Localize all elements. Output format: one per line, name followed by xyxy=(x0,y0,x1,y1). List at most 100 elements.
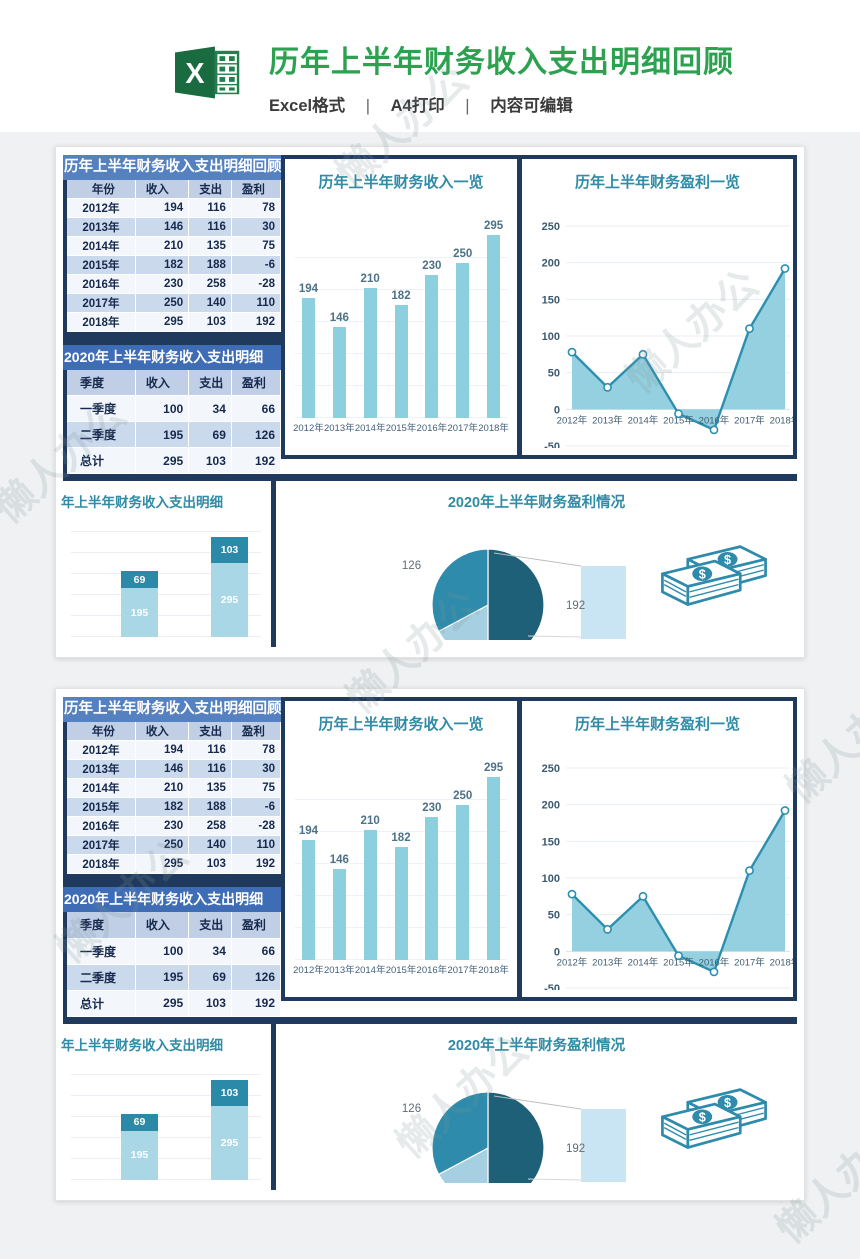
table-row: 2012年 194 116 78 xyxy=(67,198,282,218)
quarterly-finance-table: 季度 收入 支出 盈利 一季度 100 34 66 二季度 195 69 126 总计 295 103 192 xyxy=(67,912,282,1017)
svg-text:$: $ xyxy=(724,1095,731,1109)
table-cell: 146 xyxy=(135,217,190,237)
table-cell: 146 xyxy=(135,759,190,779)
svg-text:250: 250 xyxy=(542,221,560,233)
table-cell: 135 xyxy=(188,778,232,798)
svg-text:$: $ xyxy=(699,567,706,581)
table-cell: 75 xyxy=(231,778,282,798)
table-cell: 182 xyxy=(135,797,190,817)
stacked-bar: 295 103 xyxy=(211,537,248,637)
svg-text:2013年: 2013年 xyxy=(592,956,623,968)
table-cell: 194 xyxy=(135,198,190,218)
table-cell: 69 xyxy=(188,421,232,448)
column-header: 收入 xyxy=(135,369,190,396)
table-cell: 66 xyxy=(231,938,282,965)
table-cell: 258 xyxy=(188,274,232,294)
svg-text:$: $ xyxy=(724,553,731,567)
table2-title: 2020年上半年财务收入支出明细 xyxy=(63,344,281,370)
table-cell: 2017年 xyxy=(67,293,136,313)
stacked-bar-plot: 195 69 295 103 xyxy=(71,515,261,637)
table-cell: 二季度 xyxy=(67,964,136,991)
table-cell: 230 xyxy=(135,274,190,294)
column-header: 盈利 xyxy=(231,722,282,741)
column-header: 年份 xyxy=(67,179,136,199)
profit-pie-chart: 2020年上半年财务盈利情况 192 126 $ xyxy=(276,1024,797,1190)
table-cell: 总计 xyxy=(67,990,136,1017)
svg-text:0: 0 xyxy=(554,946,560,958)
table-row: 2017年 250 140 110 xyxy=(67,835,282,855)
table1-title: 历年上半年财务收入支出明细回顾 xyxy=(63,697,281,722)
bar-plot: 194 2012年 146 2013年 210 2014年 182 2015年 230 2016年… xyxy=(293,219,509,434)
table-cell: 69 xyxy=(188,964,232,991)
table-cell: 250 xyxy=(135,293,190,313)
panel-bottom-section: 年上半年财务收入支出明细 195 69 295 103 2020年上半年财务盈利情况 … xyxy=(61,474,797,647)
money-stack-icon: $ $ xyxy=(657,1082,771,1171)
table-cell: 116 xyxy=(188,198,232,218)
table-cell: 116 xyxy=(188,740,232,760)
svg-text:250: 250 xyxy=(542,763,560,775)
table-cell: 188 xyxy=(188,797,232,817)
table-cell: 2015年 xyxy=(67,255,136,275)
table-row: 二季度 195 69 126 xyxy=(67,421,282,448)
table-cell: 2015年 xyxy=(67,797,136,817)
svg-text:192: 192 xyxy=(566,600,585,612)
table-cell: 二季度 xyxy=(67,421,136,448)
svg-text:126: 126 xyxy=(402,560,421,572)
tables-column: 历年上半年财务收入支出明细回顾 年份 收入 支出 盈利 2012年 194 116 78 201… xyxy=(63,697,282,1017)
table-cell: 126 xyxy=(231,964,282,991)
chart-title: 年上半年财务收入支出明细 xyxy=(61,495,223,510)
tables-column: 历年上半年财务收入支出明细回顾 年份 收入 支出 盈利 2012年 194 116 78 201… xyxy=(63,154,282,474)
table-row: 2016年 230 258 -28 xyxy=(67,274,282,294)
table-row: 2018年 295 103 192 xyxy=(67,312,282,332)
sheet-preview-panel: 历年上半年财务收入支出明细回顾 年份 收入 支出 盈利 2012年 194 116 78 201… xyxy=(55,145,805,658)
svg-text:2016年: 2016年 xyxy=(699,956,730,968)
column-header: 支出 xyxy=(188,369,232,396)
column-header: 收入 xyxy=(135,912,190,939)
table-cell: 103 xyxy=(188,312,232,332)
svg-text:150: 150 xyxy=(542,836,560,848)
table-cell: 230 xyxy=(135,816,190,836)
svg-text:2016年: 2016年 xyxy=(699,414,730,426)
svg-text:150: 150 xyxy=(542,294,560,306)
svg-text:-50: -50 xyxy=(544,983,560,990)
column-header: 盈利 xyxy=(231,912,282,939)
svg-text:2015年: 2015年 xyxy=(663,414,694,426)
svg-text:-50: -50 xyxy=(544,441,560,448)
table-cell: 250 xyxy=(135,835,190,855)
svg-text:192: 192 xyxy=(566,1143,585,1155)
line-plot: 250 200 150 100 50 0 -50 2012年 2013年 2014年 2015年 20… xyxy=(522,738,801,995)
table-cell: 2012年 xyxy=(67,198,136,218)
table-cell: 210 xyxy=(135,778,190,798)
table-row: 2016年 230 258 -28 xyxy=(67,816,282,836)
table2-title: 2020年上半年财务收入支出明细 xyxy=(63,887,281,912)
table-cell: 34 xyxy=(188,938,232,965)
table-divider xyxy=(67,331,281,345)
svg-text:100: 100 xyxy=(542,873,560,885)
table-cell: 2018年 xyxy=(67,854,136,874)
table-cell: 2017年 xyxy=(67,835,136,855)
header-text: 历年上半年财务收入支出明细回顾 Excel格式 | A4打印 | 内容可编辑 xyxy=(269,46,734,116)
table-cell: 75 xyxy=(231,236,282,256)
chart-title: 历年上半年财务收入一览 xyxy=(318,716,484,733)
table1-title: 历年上半年财务收入支出明细回顾 xyxy=(63,154,281,180)
table-cell: 140 xyxy=(188,835,232,855)
table-row: 总计 295 103 192 xyxy=(67,990,282,1017)
table-row: 2015年 182 188 -6 xyxy=(67,255,282,275)
table-row: 总计 295 103 192 xyxy=(67,447,282,474)
column-header: 支出 xyxy=(188,912,232,939)
svg-text:2015年: 2015年 xyxy=(663,956,694,968)
svg-text:2013年: 2013年 xyxy=(592,414,623,426)
svg-text:2017年: 2017年 xyxy=(734,956,765,968)
stacked-bar: 195 69 xyxy=(121,1113,158,1180)
sheet-preview-panel: 历年上半年财务收入支出明细回顾 年份 收入 支出 盈利 2012年 194 116 78 201… xyxy=(55,688,805,1201)
table-cell: 2018年 xyxy=(67,312,136,332)
table-cell: 192 xyxy=(231,447,282,474)
income-bar-chart: 历年上半年财务收入一览 194 2012年 146 2013年 210 2014年 182 2… xyxy=(285,701,517,997)
column-header: 盈利 xyxy=(231,179,282,199)
table-cell: 34 xyxy=(188,395,232,422)
table-cell: 30 xyxy=(231,217,282,237)
table-cell: -28 xyxy=(231,816,282,836)
table-cell: 2014年 xyxy=(67,778,136,798)
panel-top-section: 历年上半年财务收入支出明细回顾 年份 收入 支出 盈利 2012年 194 116 78 201… xyxy=(63,154,801,474)
subtitle-print: A4打印 xyxy=(390,96,445,115)
